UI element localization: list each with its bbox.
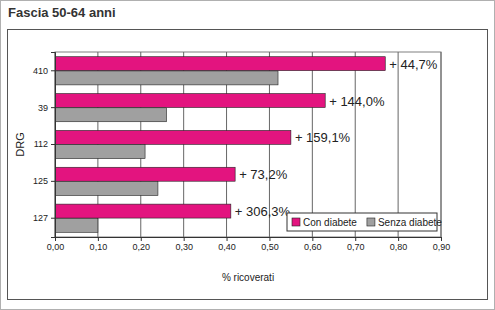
- x-axis: 0,00 0,10 0,20 0,30 0,40 0,50 0,60 0,70 0,80 0,90: [47, 237, 451, 252]
- x-tick-mark: [184, 237, 185, 241]
- annotations: + 44,7% + 144,0% + 159,1% + 73,2% + 306,3%: [235, 57, 438, 219]
- x-tick-label: 0,00: [47, 242, 65, 252]
- y-tick: 125: [33, 176, 55, 186]
- bar: [55, 167, 235, 181]
- x-tick-label: 0,30: [175, 242, 193, 252]
- y-tick-label: 112: [34, 139, 48, 149]
- x-tick-label: 0,60: [304, 242, 322, 252]
- legend-swatch: [367, 218, 375, 226]
- x-tick: 0,50: [261, 237, 279, 252]
- x-tick-label: 0,90: [433, 242, 451, 252]
- grid-line: [441, 52, 442, 237]
- x-tick-mark: [355, 237, 356, 241]
- x-tick-mark: [312, 237, 313, 241]
- bar: [55, 57, 385, 71]
- bar: [55, 130, 291, 144]
- x-tick: 0,80: [390, 237, 408, 252]
- x-tick-label: 0,70: [347, 242, 365, 252]
- bar: [55, 71, 278, 85]
- y-tick: 127: [33, 213, 55, 223]
- x-tick: 0,40: [218, 237, 236, 252]
- bar: [55, 94, 325, 108]
- x-tick: 0,60: [304, 237, 322, 252]
- legend-item: Senza diabete: [367, 217, 442, 228]
- x-tick: 0,00: [47, 237, 65, 252]
- x-tick-label: 0,50: [261, 242, 279, 252]
- legend-item: Con diabete: [292, 217, 357, 228]
- bar: [55, 218, 98, 232]
- y-tick-mark: [51, 218, 55, 219]
- y-tick-mark: [51, 107, 55, 108]
- y-tick-label: 125: [33, 176, 48, 186]
- bar: [55, 145, 145, 159]
- y-tick: 112: [34, 139, 55, 149]
- y-axis: 410 39 112 125 127: [33, 53, 56, 238]
- y-tick: 410: [33, 66, 55, 76]
- bar: [55, 204, 231, 218]
- bar: [55, 181, 158, 195]
- x-tick-mark: [398, 237, 399, 241]
- x-tick-label: 0,80: [390, 242, 408, 252]
- plot-area: [55, 52, 441, 237]
- y-tick-mark: [51, 181, 55, 182]
- y-tick: 39: [38, 103, 55, 113]
- bars: [55, 57, 385, 233]
- x-tick-mark: [269, 237, 270, 241]
- annotation: + 306,3%: [235, 204, 291, 219]
- y-tick-mark: [51, 144, 55, 145]
- y-axis-line: [51, 53, 56, 238]
- page-border: [1, 1, 495, 310]
- x-axis-line: [56, 238, 442, 242]
- x-axis-title: % ricoverati: [222, 272, 274, 283]
- annotation: + 73,2%: [239, 167, 288, 182]
- x-tick-mark: [141, 237, 142, 241]
- legend: Con diabete Senza diabete: [287, 213, 442, 231]
- annotation: + 159,1%: [295, 130, 351, 145]
- y-tick-mark: [51, 70, 55, 71]
- x-tick: 0,10: [90, 237, 108, 252]
- y-tick-label: 127: [33, 213, 48, 223]
- bar: [55, 108, 167, 122]
- x-tick: 0,70: [347, 237, 365, 252]
- grid: [55, 52, 441, 237]
- title: Fascia 50-64 anni: [8, 5, 116, 20]
- grid-line: [355, 52, 356, 237]
- legend-label: Senza diabete: [378, 217, 442, 228]
- x-tick-label: 0,20: [133, 242, 151, 252]
- x-tick: 0,90: [433, 237, 451, 252]
- legend-label: Con diabete: [303, 217, 357, 228]
- y-tick-label: 39: [38, 103, 48, 113]
- chart: Fascia 50-64 anni 0,00 0,10 0,20 0,30 0,40 0,5…: [0, 0, 495, 310]
- x-tick-mark: [441, 237, 442, 241]
- y-axis-title: DRG: [14, 132, 26, 156]
- x-tick: 0,20: [133, 237, 151, 252]
- x-tick: 0,30: [175, 237, 193, 252]
- annotation: + 144,0%: [329, 94, 385, 109]
- x-tick-mark: [227, 237, 228, 241]
- grid-line: [398, 52, 399, 237]
- legend-swatch: [292, 218, 300, 226]
- x-tick-mark: [98, 237, 99, 241]
- x-tick-label: 0,40: [218, 242, 236, 252]
- x-tick-label: 0,10: [90, 242, 108, 252]
- y-tick-label: 410: [33, 66, 48, 76]
- annotation: + 44,7%: [389, 57, 438, 72]
- chart-frame: [8, 30, 488, 300]
